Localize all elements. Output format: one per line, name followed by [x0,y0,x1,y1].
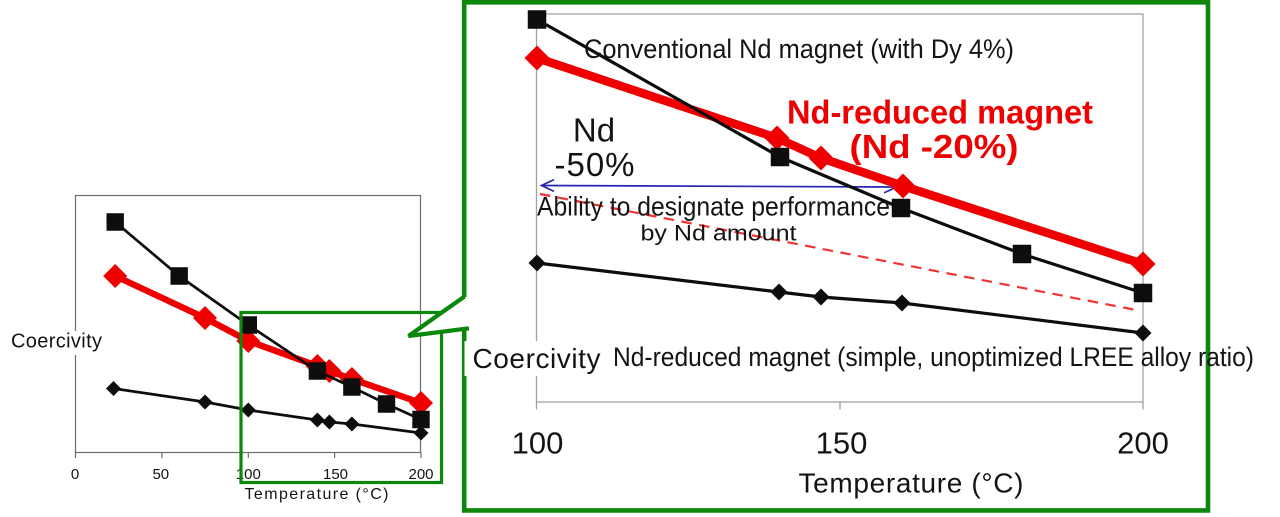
svg-text:200: 200 [408,466,433,483]
svg-text:150: 150 [323,466,348,483]
svg-text:100: 100 [512,426,564,461]
svg-text:Nd: Nd [573,112,615,149]
svg-text:50: 50 [152,466,169,483]
svg-text:Ability to designate performan: Ability to designate performance [537,192,890,222]
svg-text:200: 200 [1117,426,1169,461]
svg-text:Coercivity: Coercivity [11,331,102,353]
svg-text:Nd-reduced magnet (simple, uno: Nd-reduced magnet (simple, unoptimized L… [613,342,1254,372]
svg-text:Coercivity: Coercivity [473,343,601,374]
svg-text:(Nd -20%): (Nd -20%) [850,128,1019,165]
svg-text:Nd-reduced magnet: Nd-reduced magnet [787,94,1093,131]
svg-text:Conventional Nd magnet (with D: Conventional Nd magnet (with Dy 4%) [584,34,1014,64]
svg-text:by Nd amount: by Nd amount [641,221,797,246]
svg-text:0: 0 [71,466,79,483]
svg-text:Temperature (°C): Temperature (°C) [799,468,1024,499]
svg-text:-50%: -50% [555,146,635,183]
svg-text:150: 150 [816,426,868,461]
svg-text:Temperature (°C): Temperature (°C) [245,486,389,503]
